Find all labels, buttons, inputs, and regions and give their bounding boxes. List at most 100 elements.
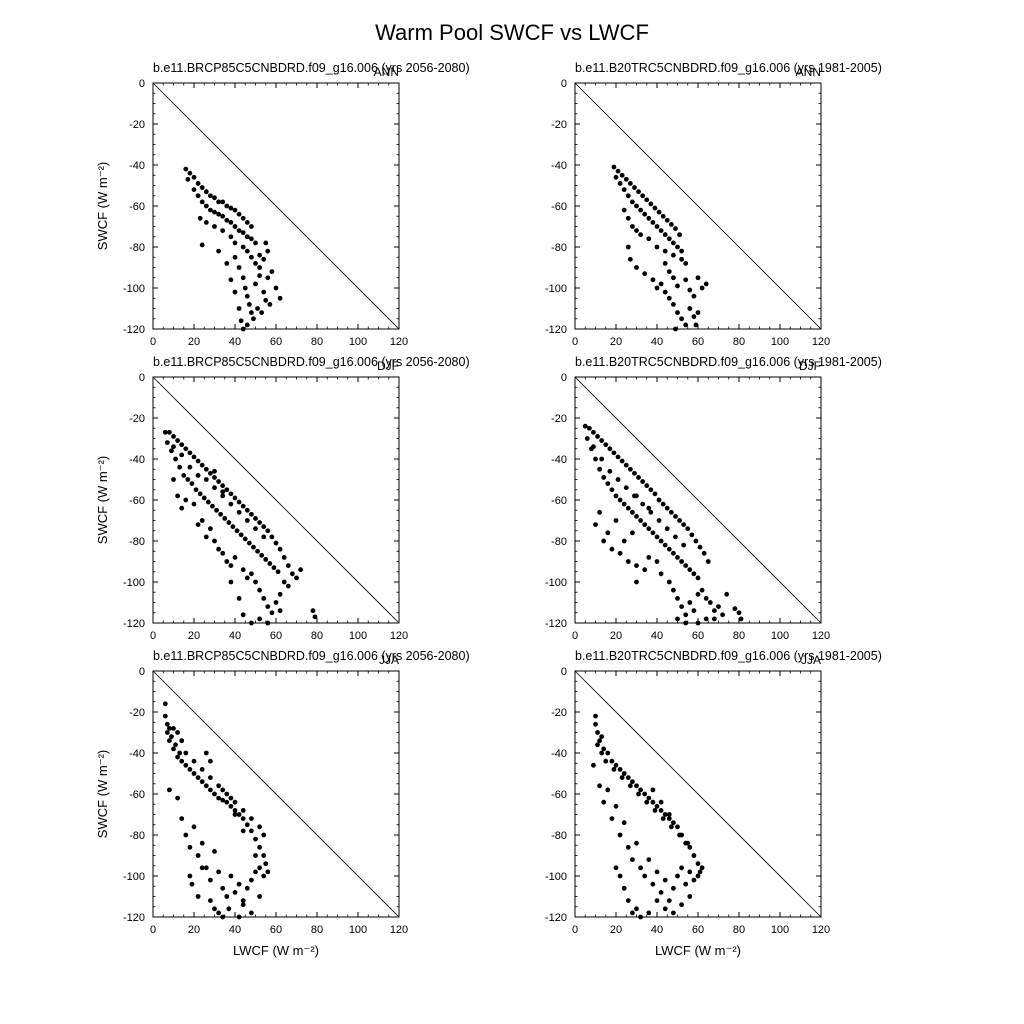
data-point — [591, 444, 596, 450]
y-tick-label: -20 — [129, 707, 145, 719]
data-point — [240, 612, 246, 618]
data-point — [222, 516, 228, 521]
data-point — [232, 495, 238, 501]
y-axis-label: SWCF (W m⁻²) — [95, 750, 110, 838]
data-point — [634, 265, 639, 270]
data-point — [681, 542, 687, 548]
data-point — [224, 894, 230, 899]
data-point — [603, 758, 609, 764]
data-point — [671, 820, 676, 826]
data-point — [224, 487, 230, 493]
reference-line — [152, 82, 400, 330]
data-point — [683, 881, 689, 887]
data-point — [630, 857, 635, 862]
data-point — [249, 910, 254, 916]
x-tick-label: 60 — [270, 630, 282, 642]
data-point — [271, 565, 277, 571]
y-tick-label: -100 — [545, 577, 567, 589]
data-point — [257, 520, 262, 525]
x-tick-label: 60 — [270, 924, 282, 936]
y-tick-label: 0 — [561, 666, 567, 678]
y-axis: 0 -20 -40 -60 -80 -100 -120 — [545, 666, 821, 924]
data-point — [253, 526, 258, 532]
data-point — [627, 466, 633, 472]
data-point — [660, 213, 666, 219]
data-point — [220, 493, 226, 499]
data-point — [609, 758, 615, 764]
data-point — [220, 797, 226, 803]
data-point — [693, 322, 699, 328]
data-point — [164, 440, 170, 445]
data-point — [240, 244, 246, 250]
data-point — [683, 261, 689, 266]
data-point — [220, 199, 226, 205]
data-point — [236, 306, 242, 311]
y-tick-label: -80 — [129, 830, 145, 842]
data-point — [228, 873, 234, 879]
data-point — [609, 816, 615, 821]
data-point — [666, 898, 672, 903]
data-point — [234, 528, 240, 534]
data-point — [687, 844, 693, 850]
data-point — [251, 316, 256, 322]
data-point — [597, 738, 602, 744]
data-point — [175, 795, 181, 801]
data-point — [255, 548, 260, 554]
data-point — [232, 224, 238, 229]
data-point — [263, 861, 269, 867]
data-point — [232, 207, 238, 213]
data-point — [269, 269, 275, 274]
data-point — [249, 877, 254, 883]
data-point — [703, 281, 709, 287]
data-point — [613, 865, 619, 871]
data-point — [263, 557, 269, 562]
y-axis-label: SWCF (W m⁻²) — [95, 162, 110, 250]
data-point — [617, 550, 623, 556]
data-point — [191, 187, 197, 193]
data-point — [675, 616, 680, 622]
data-point — [224, 791, 230, 797]
data-point — [277, 546, 283, 552]
data-point — [640, 193, 646, 199]
data-point — [236, 509, 242, 515]
data-point — [261, 524, 267, 530]
data-point — [675, 555, 680, 560]
data-point — [619, 775, 625, 780]
data-point — [167, 787, 172, 793]
data-point — [265, 620, 271, 626]
data-point — [261, 873, 267, 879]
data-points — [183, 166, 283, 332]
data-point — [597, 783, 602, 789]
data-point — [621, 885, 627, 891]
data-point — [199, 185, 205, 190]
data-point — [249, 828, 254, 834]
data-point — [675, 244, 680, 250]
data-point — [240, 816, 246, 821]
x-tick-label: 40 — [229, 336, 241, 348]
data-points — [591, 713, 705, 920]
data-point — [257, 252, 262, 258]
y-tick-label: -20 — [551, 707, 567, 719]
data-point — [257, 265, 262, 270]
data-point — [681, 522, 687, 527]
y-tick-label: -60 — [551, 789, 567, 801]
data-point — [224, 203, 230, 209]
data-point — [236, 881, 242, 887]
data-point — [679, 316, 684, 322]
data-point — [695, 591, 701, 597]
data-point — [187, 464, 193, 470]
y-tick-label: -80 — [551, 242, 567, 254]
data-point — [611, 450, 617, 456]
data-point — [228, 795, 234, 801]
data-point — [601, 799, 607, 805]
data-point — [208, 207, 213, 213]
scatter-panel-5: 0 20 40 60 80 100 120 0 -20 -40 -60 -80 -100 -120 b.e1… — [95, 649, 470, 958]
data-point — [673, 534, 678, 540]
data-point — [171, 746, 176, 752]
data-point — [644, 197, 650, 203]
data-point — [617, 873, 623, 879]
data-point — [617, 767, 623, 772]
data-point — [658, 890, 664, 895]
data-point — [636, 475, 641, 480]
data-point — [179, 442, 185, 448]
